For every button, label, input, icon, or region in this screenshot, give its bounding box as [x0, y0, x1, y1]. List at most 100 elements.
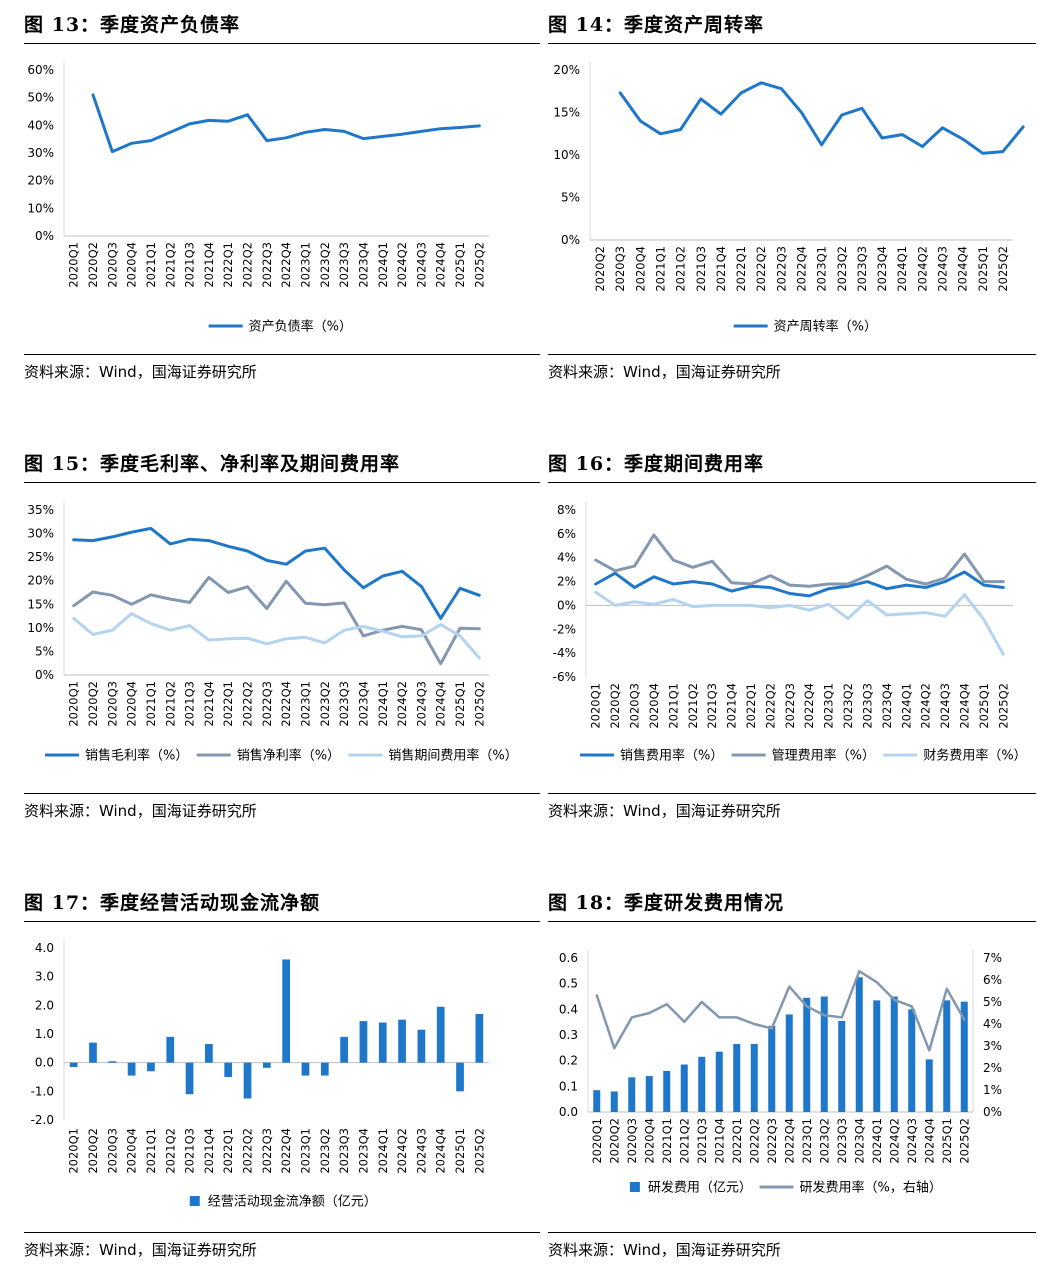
y-tick-label: 0% [557, 598, 576, 612]
x-tick-label: 2024Q1 [376, 242, 390, 288]
x-tick-label: 2022Q3 [783, 683, 797, 729]
x-tick-label: 2020Q4 [125, 242, 139, 288]
y-tick-label: 1.0 [35, 1027, 54, 1041]
x-tick-label: 2020Q4 [125, 1128, 139, 1174]
x-tick-label: 2020Q1 [67, 681, 81, 727]
x-tick-label: 2023Q2 [318, 242, 332, 288]
bar [205, 1044, 213, 1063]
y-tick-label: 40% [27, 118, 54, 132]
x-tick-label: 2024Q4 [434, 681, 448, 727]
source-rule [24, 354, 540, 355]
x-tick-label: 2023Q4 [356, 1128, 370, 1174]
x-tick-label: 2021Q4 [202, 1128, 216, 1174]
y-tick-label: 30% [27, 527, 54, 541]
chart-asset-turnover-ratio: 0% 5% 10% 15% 20% 2020Q2 2020Q3 2020Q4 2021Q1 202… [553, 62, 1025, 335]
y2-tick-label: 6% [983, 973, 1002, 987]
x-tick-label: 2024Q2 [395, 242, 409, 288]
x-tick-label: 2022Q3 [260, 1128, 274, 1174]
x-tick-label: 2020Q4 [642, 1118, 656, 1164]
x-tick-label: 2023Q3 [337, 681, 351, 727]
y-tick-label: 35% [27, 503, 54, 517]
y-tick-label: 0% [561, 233, 580, 247]
x-tick-label: 2020Q3 [625, 1118, 639, 1164]
x-tick-label: 2022Q4 [782, 1118, 796, 1164]
bar [243, 1062, 252, 1099]
figure-title: 图 18：季度研发费用情况 [548, 892, 785, 914]
figure-title: 图 17：季度经营活动现金流净额 [24, 892, 321, 914]
x-tick-label: 2020Q1 [590, 1118, 604, 1164]
source-rule [548, 1232, 1036, 1233]
x-tick-label: 2022Q2 [241, 681, 255, 727]
x-tick-label: 2020Q1 [67, 242, 81, 288]
y-tick-label: 4% [557, 551, 576, 565]
title-rule [24, 482, 540, 483]
chart-expense-ratios: -6% -4% -2% 0% 2% 4% 6% 8% 2020Q1 2020Q2 2020Q3 202… [553, 502, 1027, 764]
x-tick-label: 2020Q2 [608, 683, 622, 729]
x-tick-label: 2023Q4 [852, 1118, 866, 1164]
x-tick-label: 2024Q3 [936, 246, 950, 292]
x-tick-label: 2024Q2 [395, 1128, 409, 1174]
x-tick-label: 2024Q4 [957, 683, 971, 729]
x-tick-label: 2022Q2 [754, 246, 768, 292]
legend-label: 财务费用率（%） [923, 748, 1026, 764]
source-note: 资料来源：Wind，国海证券研究所 [548, 802, 781, 820]
x-tick-label: 2021Q1 [144, 1128, 158, 1174]
y-tick-label: 0.0 [35, 1056, 54, 1070]
source-note: 资料来源：Wind，国海证券研究所 [24, 802, 257, 820]
x-tick-label: 2022Q3 [774, 246, 788, 292]
x-tick-label: 2020Q3 [628, 683, 642, 729]
bar [282, 959, 291, 1063]
x-tick-label: 2023Q3 [855, 246, 869, 292]
bar [908, 1009, 916, 1112]
x-tick-label: 2022Q2 [241, 1128, 255, 1174]
x-tick-label: 2024Q3 [414, 681, 428, 727]
x-tick-label: 2021Q1 [660, 1118, 674, 1164]
x-tick-label: 2024Q1 [376, 1128, 390, 1174]
bar [645, 1076, 653, 1112]
bar [960, 1001, 968, 1112]
x-tick-label: 2024Q3 [414, 1128, 428, 1174]
bar [456, 1062, 464, 1092]
bar [262, 1062, 271, 1068]
y-tick-label: 10% [553, 148, 580, 162]
y-tick-label: 8% [557, 503, 576, 517]
legend-label: 研发费用率（%，右轴） [800, 1180, 942, 1196]
x-tick-label: 2021Q3 [694, 246, 708, 292]
y2-tick-label: 7% [983, 951, 1002, 965]
x-tick-label: 2024Q2 [887, 1118, 901, 1164]
x-tick-label: 2020Q3 [613, 246, 627, 292]
x-tick-label: 2020Q2 [86, 1128, 100, 1174]
x-tick-label: 2024Q4 [956, 246, 970, 292]
x-tick-label: 2023Q3 [835, 1118, 849, 1164]
bar [733, 1043, 741, 1112]
y-tick-label: 50% [27, 91, 54, 105]
title-rule [548, 921, 1036, 922]
x-tick-label: 2025Q2 [957, 1118, 971, 1164]
x-tick-label: 2025Q2 [472, 1128, 486, 1174]
bar [378, 1022, 387, 1063]
bar [610, 1091, 618, 1112]
bar [127, 1062, 136, 1076]
y-tick-label: 0.5 [559, 977, 578, 991]
legend-label: 销售期间费用率（%） [388, 748, 517, 764]
bar [715, 1051, 723, 1112]
x-tick-label: 2021Q3 [695, 1118, 709, 1164]
y-tick-label: 0.3 [559, 1028, 578, 1042]
y-tick-label: 20% [553, 63, 580, 77]
x-tick-label: 2023Q1 [298, 242, 312, 288]
x-tick-label: 2025Q2 [996, 683, 1010, 729]
x-tick-label: 2023Q1 [822, 683, 836, 729]
source-rule [24, 1232, 540, 1233]
source-note: 资料来源：Wind，国海证券研究所 [548, 363, 781, 381]
x-tick-label: 2024Q1 [899, 683, 913, 729]
x-tick-label: 2022Q3 [260, 681, 274, 727]
x-tick-label: 2022Q2 [241, 242, 255, 288]
x-tick-label: 2021Q1 [144, 681, 158, 727]
x-tick-label: 2024Q3 [905, 1118, 919, 1164]
y-tick-label: 3.0 [35, 970, 54, 984]
x-tick-label: 2024Q4 [922, 1118, 936, 1164]
y2-tick-label: 3% [983, 1039, 1002, 1053]
bar [436, 1006, 445, 1063]
legend-swatch [189, 1196, 200, 1206]
bar [628, 1077, 636, 1112]
